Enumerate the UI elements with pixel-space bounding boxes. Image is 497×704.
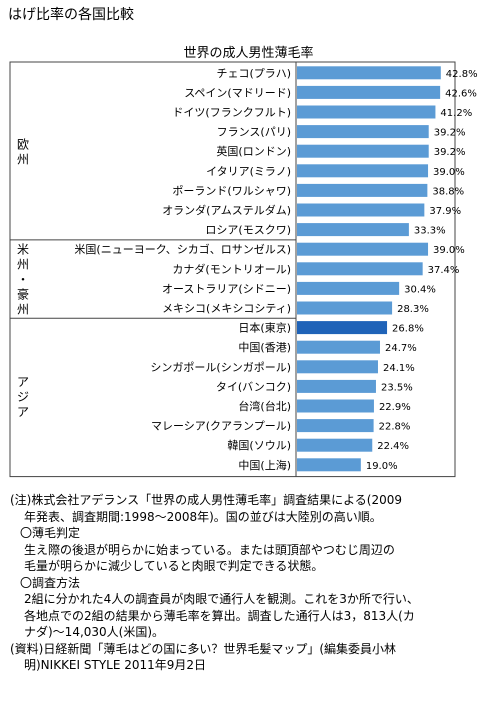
group-label: 州 (17, 258, 29, 272)
bar (297, 340, 380, 354)
bar (297, 379, 376, 393)
category-label: スペイン(マドリード) (184, 86, 291, 99)
group-label: ア (17, 405, 29, 419)
category-label: ドイツ(フランクフルト) (172, 106, 291, 119)
category-label: チェコ(プラハ) (217, 67, 291, 80)
note-line: (注)株式会社アデランス「世界の成人男性薄毛率」調査結果による(2009 (10, 493, 402, 507)
category-label: 中国(上海) (238, 458, 291, 472)
category-label: 米国(ニューヨーク、シカゴ、ロサンゼルス) (74, 242, 291, 256)
criteria-line: 生え際の後退が明らかに始まっている。または頭頂部やつむじ周辺の (24, 542, 395, 557)
bar (297, 66, 441, 80)
category-label: 英国(ロンドン) (216, 144, 291, 158)
category-label: カナダ(モントリオール) (172, 262, 291, 276)
category-label: フランス(パリ) (217, 126, 291, 139)
group-label: ジ (17, 390, 29, 404)
category-label: メキシコ(メキシコシティ) (162, 302, 291, 315)
category-label: ポーランド(ワルシャワ) (172, 184, 291, 197)
method-line: 2組に分かれた4人の調査員が肉眼で通行人を観測。これを3か所で行い、 (24, 592, 419, 606)
value-label: 22.8% (379, 422, 411, 433)
group-label: 米 (17, 243, 29, 257)
value-label: 39.0% (433, 245, 465, 256)
value-label: 41.2% (440, 108, 472, 119)
bar (297, 301, 393, 315)
bar (297, 262, 423, 276)
value-label: 33.3% (414, 226, 446, 237)
group-label: ・ (17, 273, 29, 287)
value-label: 22.9% (379, 402, 411, 413)
value-label: 28.3% (397, 304, 429, 315)
value-label: 42.6% (445, 88, 477, 99)
group-label: 欧 (17, 138, 29, 152)
method-line: 各地点での2組の結果から薄毛率を算出。調査した通行人は3，813人(カ (24, 608, 415, 623)
criteria-line: 毛量が明らかに減少していると肉眼で判定できる状態。 (24, 559, 324, 573)
bar (297, 223, 409, 237)
bar (297, 321, 388, 335)
criteria-heading: 〇薄毛判定 (20, 526, 81, 540)
page-title: はげ比率の各国比較 (8, 7, 134, 23)
bar (297, 458, 361, 472)
value-label: 42.8% (446, 69, 478, 80)
bar (297, 105, 436, 119)
category-label: イタリア(ミラノ) (206, 165, 291, 178)
group-label: 州 (17, 153, 29, 167)
group-label: 豪 (17, 287, 29, 302)
source-line: (資料)日経新聞「薄毛はどの国に多い？世界毛髪マップ」(編集委員小林 (10, 641, 397, 656)
group-label: ア (17, 375, 29, 389)
bar (297, 125, 429, 139)
value-label: 24.7% (385, 343, 417, 354)
notes-section: (注)株式会社アデランス「世界の成人男性薄毛率」調査結果による(2009 年発表… (10, 492, 494, 674)
bar (297, 164, 429, 178)
category-label: オーストラリア(シドニー) (162, 282, 291, 295)
method-heading: 〇調査方法 (20, 575, 81, 590)
bar (297, 242, 429, 256)
method-line: ナダ)～14,030人(米国)。 (24, 625, 165, 639)
category-label: 韓国(ソウル) (227, 439, 291, 452)
category-label: 台湾(台北) (238, 399, 291, 413)
source-line: 明)NIKKEI STYLE 2011年9月2日 (24, 658, 207, 672)
bar (297, 85, 441, 99)
value-label: 39.0% (433, 167, 465, 178)
chart-frame (9, 61, 456, 478)
category-label: 日本(東京) (238, 321, 291, 335)
value-label: 24.1% (383, 363, 415, 374)
bar (297, 203, 425, 217)
value-label: 37.9% (429, 206, 461, 217)
category-label: タイ(バンコク) (216, 380, 291, 393)
value-label: 30.4% (404, 284, 436, 295)
category-label: シンガポール(シンガポール) (150, 361, 291, 374)
category-label: マレーシア(クアランプール) (151, 420, 291, 433)
group-label: 州 (17, 303, 29, 317)
value-label: 26.8% (392, 324, 424, 335)
category-label: ロシア(モスクワ) (205, 224, 291, 237)
bar (297, 144, 429, 158)
bar (297, 360, 378, 374)
chart-title: 世界の成人男性薄毛率 (183, 46, 314, 61)
bar (297, 419, 374, 433)
category-label: 中国(香港) (238, 341, 291, 354)
value-label: 39.2% (434, 147, 466, 158)
value-label: 37.4% (428, 265, 460, 276)
value-label: 39.2% (434, 128, 466, 139)
category-label: オランダ(アムステルダム) (162, 203, 291, 217)
value-label: 22.4% (377, 441, 409, 452)
value-label: 19.0% (366, 461, 398, 472)
bar (297, 281, 400, 295)
value-label: 38.8% (432, 186, 464, 197)
bar (297, 438, 373, 452)
value-label: 23.5% (381, 382, 413, 393)
bar (297, 183, 428, 197)
note-line: 年発表、調査期間:1998～2008年)。国の並びは大陸別の高い順。 (24, 509, 382, 524)
bar (297, 399, 374, 413)
